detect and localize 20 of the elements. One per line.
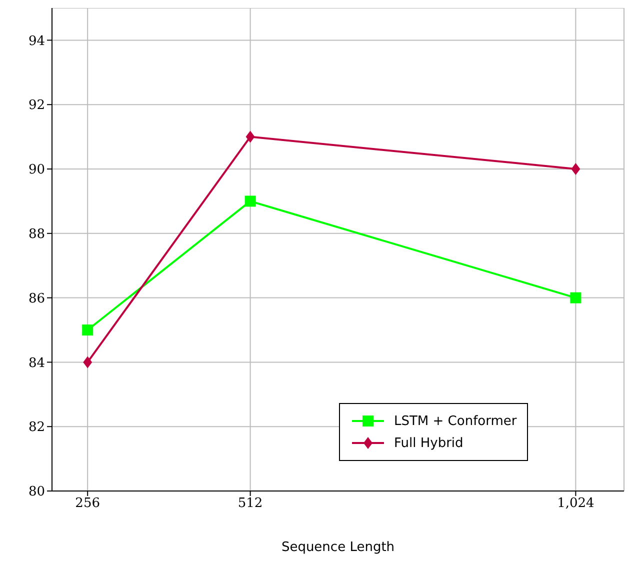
y-tick-label: 86 [28, 291, 45, 306]
point [83, 356, 92, 368]
y-tick-label: 82 [28, 420, 45, 436]
y-tick-label: 88 [28, 227, 45, 242]
x-tick-label: 512 [238, 496, 263, 512]
legend-label: LSTM + Conformer [394, 414, 517, 428]
point [246, 130, 255, 143]
y-tick-label: 90 [28, 162, 45, 178]
point [244, 196, 256, 207]
y-tick-label: 94 [28, 34, 45, 49]
point [82, 324, 94, 336]
point [571, 163, 580, 175]
legend-label: Full Hybrid [394, 436, 464, 450]
y-tick-label: 92 [28, 98, 45, 114]
x-axis-title: Sequence Length [280, 540, 396, 555]
x-tick-label: 256 [75, 496, 100, 512]
y-tick-label: 80 [28, 484, 45, 500]
x-tick-label: 1,024 [557, 496, 594, 512]
point [570, 292, 582, 304]
y-tick-label: 84 [28, 356, 45, 371]
